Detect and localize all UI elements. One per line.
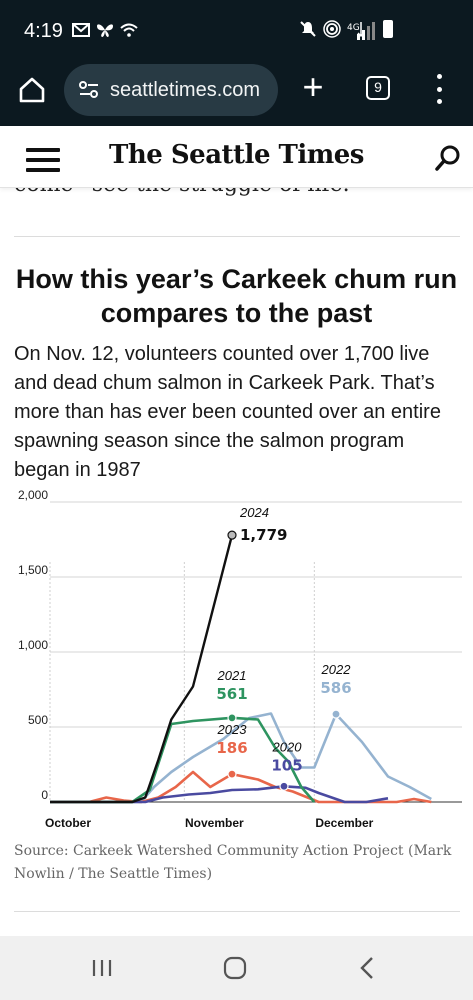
address-url: seattletimes.com	[110, 78, 261, 101]
browser-menu-button[interactable]	[434, 74, 444, 104]
status-time: 4:19	[24, 20, 63, 42]
series-year-label-2021: 2021	[217, 668, 247, 683]
divider	[14, 911, 460, 912]
highlight-point-2020	[279, 781, 289, 791]
svg-text:4G: 4G	[347, 23, 360, 33]
battery-icon	[383, 20, 393, 38]
chart-source: Source: Carkeek Watershed Community Acti…	[14, 843, 452, 882]
browser-toolbar: seattletimes.com + 9	[0, 62, 473, 124]
wifi-icon	[120, 23, 138, 37]
x-tick-label: December	[315, 816, 373, 830]
series-line-2022	[50, 712, 432, 804]
y-tick-label: 1,500	[18, 563, 48, 577]
highlight-point-2021	[227, 713, 237, 723]
y-tick-label: 0	[41, 788, 48, 802]
site-settings-icon[interactable]	[78, 79, 100, 101]
site-logo[interactable]: The Seattle Times	[109, 140, 364, 170]
status-icons-left	[72, 22, 138, 38]
new-tab-button[interactable]: +	[302, 66, 324, 107]
y-tick-label: 1,000	[18, 638, 48, 652]
series-year-label-2024: 2024	[239, 505, 269, 520]
series-value-label-2020: 105	[271, 756, 302, 774]
signal-icon	[357, 22, 375, 40]
address-bar[interactable]: seattletimes.com	[64, 64, 278, 116]
series-year-label-2023: 2023	[217, 722, 248, 737]
y-tick-label: 2,000	[18, 490, 48, 502]
gmail-icon	[72, 23, 90, 37]
series-value-label-2022: 586	[320, 679, 351, 697]
series-value-label-2023: 186	[216, 739, 247, 757]
series-value-label-2021: 561	[216, 685, 247, 703]
back-icon[interactable]	[354, 954, 382, 982]
series-year-label-2020: 2020	[272, 739, 303, 754]
y-tick-label: 500	[28, 713, 48, 727]
hamburger-menu-icon[interactable]	[26, 148, 60, 172]
tab-switcher-button[interactable]: 9	[366, 76, 390, 100]
status-icons-right: 4G	[299, 20, 367, 38]
home-nav-icon[interactable]	[221, 954, 249, 982]
home-icon[interactable]	[18, 76, 46, 104]
series-line-2020	[50, 784, 389, 804]
status-bar: 4:19 4G	[0, 0, 473, 62]
x-tick-label: November	[185, 816, 244, 830]
highlight-point-2022	[331, 709, 341, 719]
recent-apps-icon[interactable]	[88, 954, 116, 982]
android-nav-bar	[0, 936, 473, 1000]
highlight-point-2024	[227, 530, 237, 540]
x-tick-label: October	[45, 816, 91, 830]
mute-icon	[300, 21, 316, 37]
site-header: The Seattle Times	[0, 126, 473, 188]
series-line-2023	[50, 770, 432, 804]
series-line-2024	[50, 534, 234, 804]
hotspot-icon	[323, 20, 341, 38]
butterfly-icon	[97, 24, 113, 37]
chart-intro: On Nov. 12, volunteers counted over 1,70…	[14, 343, 441, 481]
chum-run-line-chart: 0 500 1,000 1,500 2,000 October November Decemb…	[18, 490, 462, 830]
search-icon[interactable]	[434, 144, 462, 172]
browser-chrome: 4:19 4G seattletimes.com + 9	[0, 0, 473, 126]
chart-headline: How this year’s Carkeek chum run compare…	[15, 264, 458, 328]
series-value-label-2024: 1,779	[240, 526, 287, 544]
divider	[14, 236, 460, 237]
highlight-point-2023	[227, 769, 237, 779]
series-year-label-2022: 2022	[321, 662, 352, 677]
